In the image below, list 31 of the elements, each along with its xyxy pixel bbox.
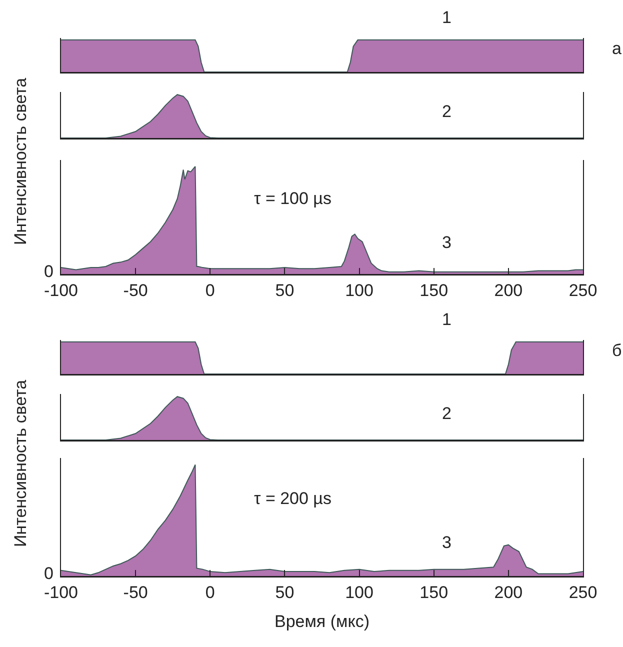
text: б — [612, 341, 622, 360]
x-tick-label: 200 — [494, 280, 523, 300]
x-tick-label: 100 — [345, 582, 374, 602]
x-tick-label: 0 — [205, 582, 215, 602]
annotation: 3 — [442, 233, 452, 252]
text: 0 — [44, 564, 54, 583]
text: а — [612, 39, 622, 58]
x-axis-title: Время (мкс) — [274, 612, 370, 632]
x-tick-label: -100 — [44, 280, 78, 300]
x-tick-label: 150 — [420, 582, 448, 602]
x-tick-label: -50 — [123, 280, 148, 300]
annotation: τ = 100 µs — [254, 189, 332, 208]
x-tick-label: 50 — [275, 280, 294, 300]
y-axis-title: Интенсивность света — [11, 379, 30, 547]
x-tick-label: 250 — [568, 280, 598, 300]
x-tick-label: 250 — [568, 582, 598, 602]
x-tick-label: 0 — [205, 280, 215, 300]
text: 1 — [442, 310, 452, 329]
annotation: τ = 200 µs — [254, 489, 332, 508]
text: 1 — [442, 8, 452, 27]
annotation: 3 — [442, 533, 452, 552]
x-tick-label: 150 — [420, 280, 448, 300]
x-tick-label: 200 — [494, 582, 523, 602]
annotation: 2 — [442, 404, 452, 423]
x-tick-label: 100 — [345, 280, 374, 300]
x-tick-label: 50 — [275, 582, 294, 602]
annotation: 2 — [442, 102, 452, 121]
x-tick-label: -100 — [44, 582, 78, 602]
x-tick-label: -50 — [123, 582, 148, 602]
text: 0 — [44, 262, 54, 281]
y-axis-title: Интенсивность света — [11, 77, 30, 245]
